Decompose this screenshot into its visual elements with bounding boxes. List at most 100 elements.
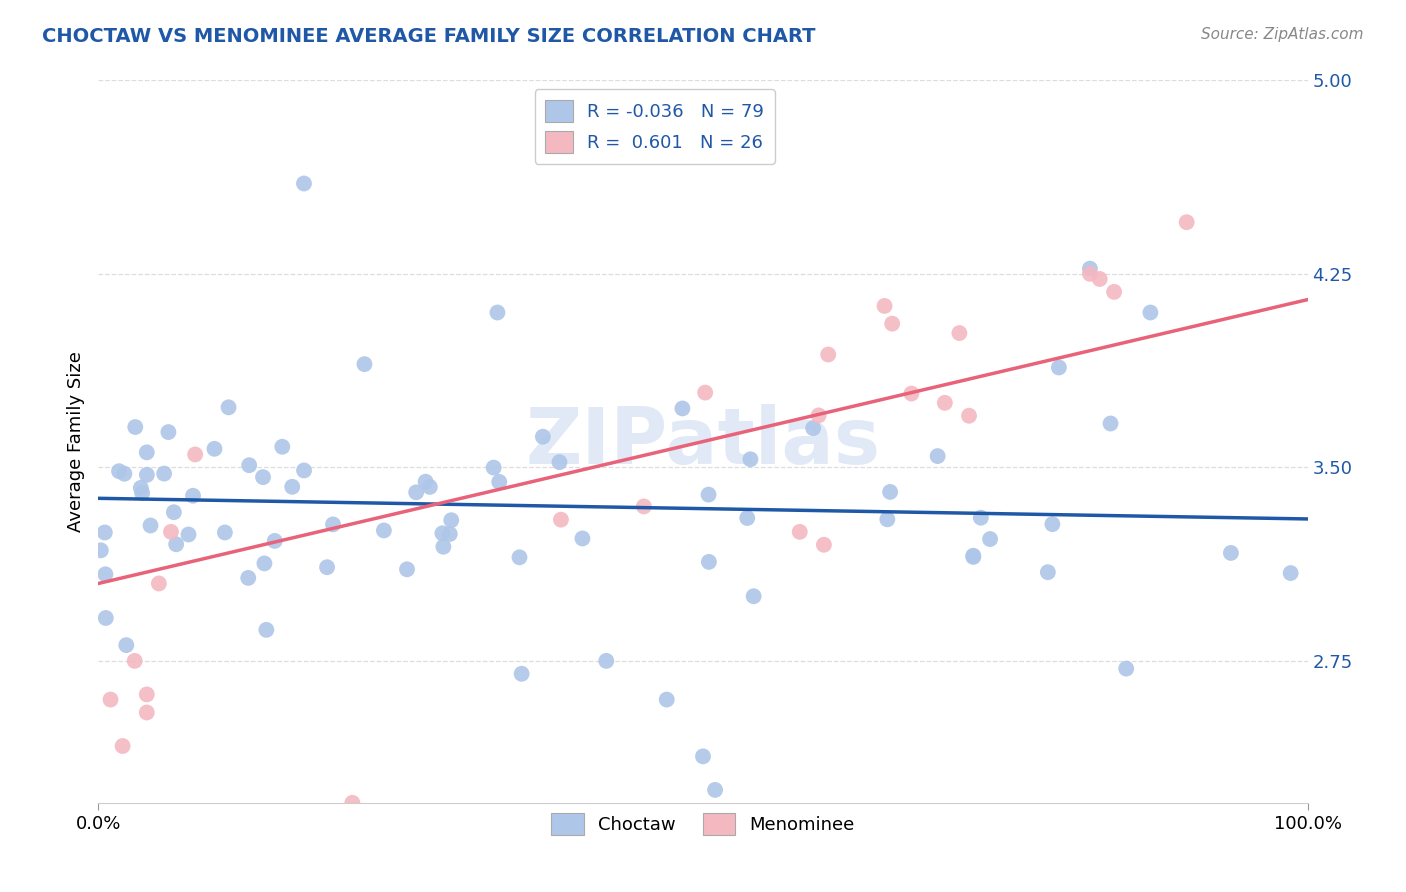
Point — [742, 589, 765, 603]
Point — [342, 796, 364, 810]
Point — [263, 533, 285, 548]
Point — [184, 447, 207, 461]
Point — [695, 385, 717, 400]
Point — [900, 386, 922, 401]
Point — [218, 401, 240, 415]
Point — [131, 486, 153, 500]
Point — [165, 537, 187, 551]
Point — [697, 487, 720, 501]
Text: Source: ZipAtlas.com: Source: ZipAtlas.com — [1201, 27, 1364, 42]
Point — [214, 525, 236, 540]
Point — [204, 442, 226, 456]
Point — [373, 524, 395, 538]
Legend: Choctaw, Menominee: Choctaw, Menominee — [543, 805, 863, 845]
Point — [440, 513, 463, 527]
Point — [876, 512, 898, 526]
Point — [1088, 272, 1111, 286]
Point — [571, 532, 593, 546]
Point — [482, 460, 505, 475]
Point — [1078, 267, 1101, 281]
Point — [692, 749, 714, 764]
Point — [292, 177, 315, 191]
Point — [882, 317, 904, 331]
Point — [124, 420, 146, 434]
Point — [139, 518, 162, 533]
Point — [415, 475, 437, 489]
Point — [238, 571, 260, 585]
Point — [1115, 662, 1137, 676]
Point — [157, 425, 180, 439]
Point — [813, 538, 835, 552]
Point — [508, 550, 530, 565]
Point — [934, 396, 956, 410]
Point — [135, 706, 157, 720]
Point — [111, 739, 134, 753]
Point — [948, 326, 970, 340]
Point — [789, 524, 811, 539]
Point — [238, 458, 260, 473]
Point — [353, 357, 375, 371]
Point — [1036, 565, 1059, 579]
Point — [671, 401, 693, 416]
Point — [253, 557, 276, 571]
Point — [1040, 517, 1063, 532]
Point — [1078, 261, 1101, 276]
Point — [124, 654, 146, 668]
Point — [486, 305, 509, 319]
Point — [135, 688, 157, 702]
Point — [927, 449, 949, 463]
Point — [148, 576, 170, 591]
Point — [488, 475, 510, 489]
Point — [1099, 417, 1122, 431]
Point — [322, 517, 344, 532]
Point — [181, 489, 204, 503]
Point — [1102, 285, 1125, 299]
Point — [962, 549, 984, 563]
Point — [807, 409, 830, 423]
Point — [281, 480, 304, 494]
Point — [153, 467, 176, 481]
Point — [879, 484, 901, 499]
Point — [94, 611, 117, 625]
Point — [115, 638, 138, 652]
Point — [135, 467, 157, 482]
Point — [531, 430, 554, 444]
Point — [129, 481, 152, 495]
Point — [1219, 546, 1241, 560]
Point — [90, 543, 112, 558]
Point — [292, 463, 315, 477]
Point — [432, 540, 454, 554]
Point — [1139, 305, 1161, 319]
Y-axis label: Average Family Size: Average Family Size — [66, 351, 84, 532]
Point — [735, 511, 758, 525]
Point — [595, 654, 617, 668]
Point — [957, 409, 980, 423]
Point — [548, 455, 571, 469]
Point — [316, 560, 339, 574]
Point — [432, 526, 454, 541]
Text: ZIPatlas: ZIPatlas — [526, 403, 880, 480]
Point — [1175, 215, 1198, 229]
Point — [655, 692, 678, 706]
Point — [94, 525, 117, 540]
Point — [740, 452, 762, 467]
Point — [439, 527, 461, 541]
Point — [177, 527, 200, 541]
Point — [697, 555, 720, 569]
Point — [271, 440, 294, 454]
Point — [135, 445, 157, 459]
Point — [873, 299, 896, 313]
Point — [510, 666, 533, 681]
Point — [112, 467, 135, 481]
Point — [254, 623, 277, 637]
Point — [1047, 360, 1070, 375]
Point — [970, 510, 993, 524]
Point — [801, 421, 824, 435]
Point — [1279, 566, 1302, 580]
Text: CHOCTAW VS MENOMINEE AVERAGE FAMILY SIZE CORRELATION CHART: CHOCTAW VS MENOMINEE AVERAGE FAMILY SIZE… — [42, 27, 815, 45]
Point — [163, 505, 186, 519]
Point — [160, 524, 183, 539]
Point — [962, 549, 984, 564]
Point — [100, 692, 122, 706]
Point — [979, 532, 1001, 546]
